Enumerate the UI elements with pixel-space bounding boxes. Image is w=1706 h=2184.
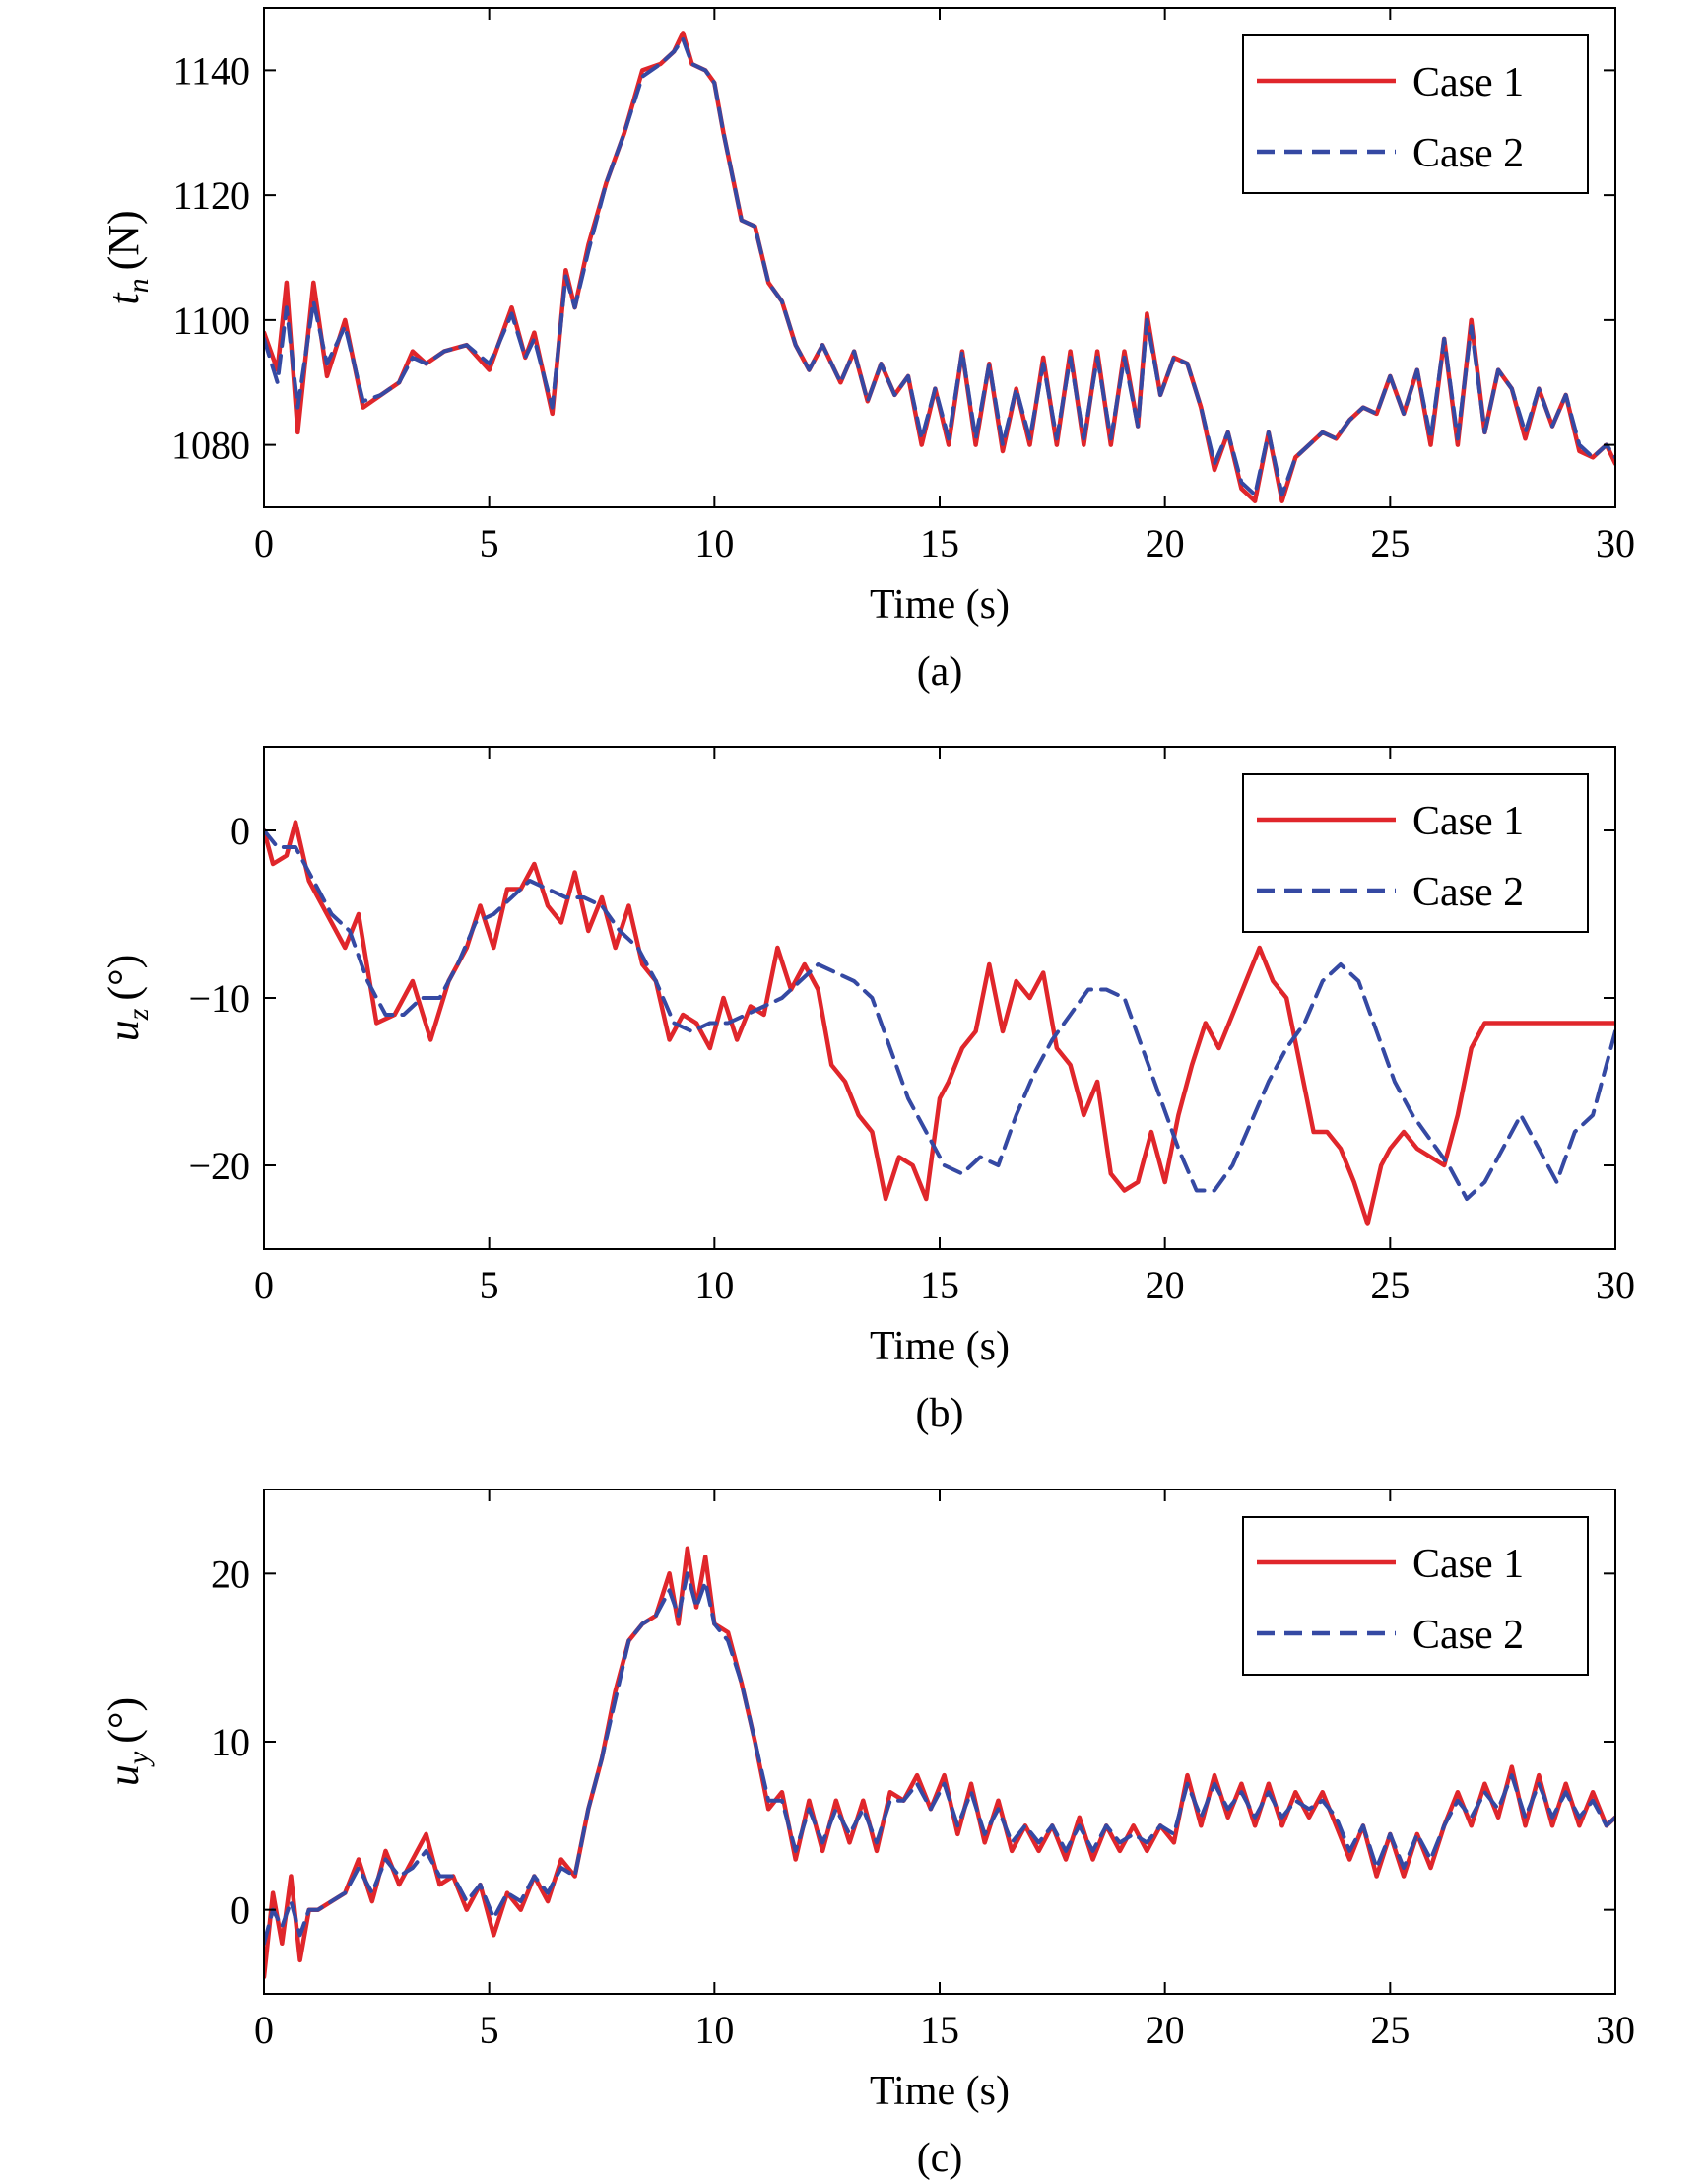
panel-caption: (c) bbox=[917, 2136, 963, 2181]
chart-panel-1: 0 5 10 15 20 25 30 1080 1100 1120 1140 Time (s) (a) t… bbox=[99, 7, 1635, 695]
x-tick-label: 10 bbox=[694, 1263, 734, 1307]
legend-label-case-2: Case 2 bbox=[1412, 870, 1524, 915]
y-tick-label: 1080 bbox=[171, 424, 250, 468]
y-tick-label: 20 bbox=[211, 1552, 250, 1596]
x-axis-label: Time (s) bbox=[870, 1324, 1010, 1369]
x-tick-label: 0 bbox=[254, 521, 274, 565]
legend-box bbox=[1242, 1516, 1589, 1676]
y-tick-label: 0 bbox=[230, 809, 250, 853]
y-axis-label: uy(°) bbox=[99, 1697, 155, 1786]
x-tick-label: 30 bbox=[1596, 521, 1635, 565]
legend-label-case-1: Case 1 bbox=[1412, 1542, 1524, 1587]
chart-panel-2: 0 5 10 15 20 25 30 −20 −10 0 Time (s) (b) uz(°) Case … bbox=[99, 746, 1635, 1436]
x-tick-label: 30 bbox=[1596, 2008, 1635, 2052]
x-tick-label: 20 bbox=[1146, 1263, 1185, 1307]
series-line-case-2 bbox=[264, 36, 1615, 497]
series-group bbox=[264, 820, 1615, 1226]
x-tick-label: 20 bbox=[1146, 521, 1185, 565]
x-tick-label: 15 bbox=[920, 2008, 959, 2052]
series-line-case-1 bbox=[264, 820, 1615, 1226]
x-tick-label: 5 bbox=[480, 521, 499, 565]
legend-label-case-1: Case 1 bbox=[1412, 799, 1524, 844]
x-tick-label: 30 bbox=[1596, 1263, 1635, 1307]
legend-label-case-2: Case 2 bbox=[1412, 1613, 1524, 1658]
y-tick-label: −20 bbox=[188, 1144, 250, 1188]
y-tick-label: 1120 bbox=[172, 173, 250, 218]
y-axis-label: uz(°) bbox=[99, 955, 155, 1042]
series-group bbox=[264, 31, 1615, 503]
x-tick-label: 0 bbox=[254, 2008, 274, 2052]
legend: Case 1 Case 2 bbox=[1242, 34, 1589, 194]
y-tick-label: 1140 bbox=[172, 48, 250, 93]
legend-label-case-1: Case 1 bbox=[1412, 60, 1524, 105]
series-line-case-2 bbox=[264, 1571, 1615, 1946]
legend-box bbox=[1242, 773, 1589, 933]
legend-label-case-2: Case 2 bbox=[1412, 131, 1524, 176]
series-line-case-2 bbox=[264, 828, 1615, 1201]
x-tick-label: 15 bbox=[920, 521, 959, 565]
x-axis-label: Time (s) bbox=[870, 2069, 1010, 2114]
x-axis-label: Time (s) bbox=[870, 582, 1010, 628]
x-tick-label: 5 bbox=[480, 2008, 499, 2052]
legend: Case 1 Case 2 bbox=[1242, 773, 1589, 933]
series-group bbox=[264, 1546, 1615, 1980]
y-axis-label: tn(N) bbox=[99, 210, 155, 304]
x-tick-label: 5 bbox=[480, 1263, 499, 1307]
panel-caption: (b) bbox=[916, 1391, 964, 1436]
x-tick-label: 15 bbox=[920, 1263, 959, 1307]
x-tick-label: 10 bbox=[694, 521, 734, 565]
y-tick-label: 10 bbox=[211, 1720, 250, 1764]
panel-caption: (a) bbox=[917, 649, 963, 695]
y-tick-label: 0 bbox=[230, 1888, 250, 1933]
y-tick-label: −10 bbox=[188, 976, 250, 1021]
x-tick-label: 0 bbox=[254, 1263, 274, 1307]
x-tick-label: 25 bbox=[1370, 2008, 1410, 2052]
x-tick-label: 10 bbox=[694, 2008, 734, 2052]
legend: Case 1 Case 2 bbox=[1242, 1516, 1589, 1676]
x-tick-label: 20 bbox=[1146, 2008, 1185, 2052]
legend-box bbox=[1242, 34, 1589, 194]
x-tick-label: 25 bbox=[1370, 521, 1410, 565]
x-tick-label: 25 bbox=[1370, 1263, 1410, 1307]
y-tick-label: 1100 bbox=[172, 298, 250, 343]
